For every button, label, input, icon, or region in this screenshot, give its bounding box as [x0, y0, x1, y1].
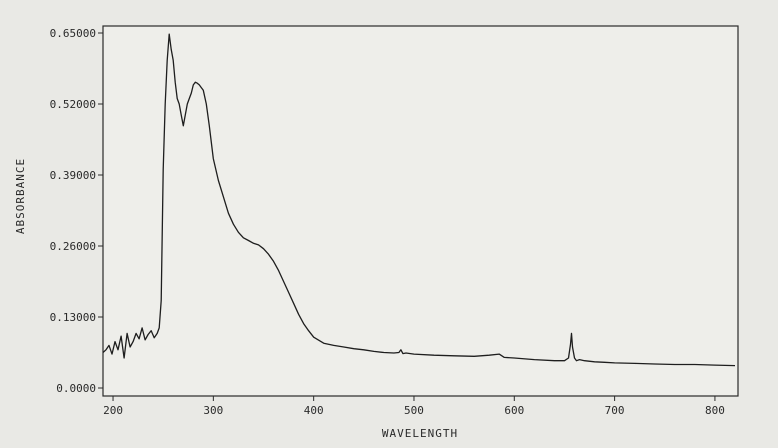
plot-area: [102, 25, 739, 397]
y-tick-label: 0.65000: [50, 27, 96, 40]
y-tick-label: 0.39000: [50, 169, 96, 182]
x-tick-label: 500: [404, 404, 424, 417]
x-tick-label: 800: [705, 404, 725, 417]
y-tick-label: 0.26000: [50, 240, 96, 253]
x-tick-label: 600: [504, 404, 524, 417]
x-tick-label: 400: [304, 404, 324, 417]
y-tick-label: 0.13000: [50, 311, 96, 324]
y-tick-label: 0.0000: [56, 382, 96, 395]
series-line: [102, 33, 736, 367]
x-axis-title: WAVELENGTH: [382, 427, 458, 440]
x-tick-label: 200: [103, 404, 123, 417]
y-axis-ticks: 0.0000 0.13000 0.26000 0.39000 0.52000 0.6500…: [50, 27, 103, 395]
x-tick-label: 700: [605, 404, 625, 417]
x-axis-ticks: 200 300 400 500 600 700 800: [103, 396, 725, 417]
y-axis-title: ABSORBANCE: [14, 158, 27, 234]
x-tick-label: 300: [203, 404, 223, 417]
y-tick-label: 0.52000: [50, 98, 96, 111]
